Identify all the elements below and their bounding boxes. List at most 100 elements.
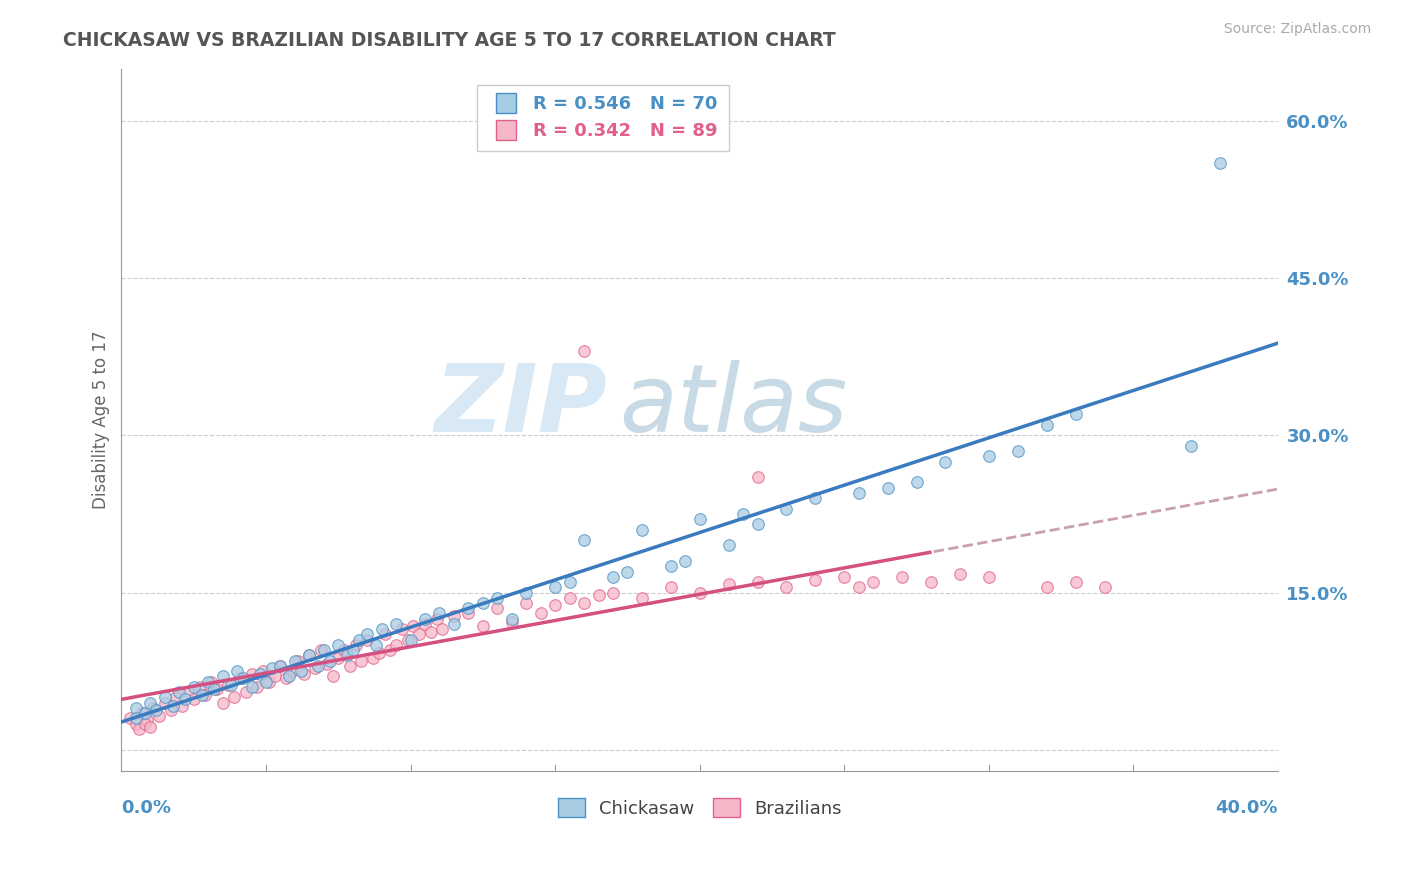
Point: [747, 470, 769, 484]
Point: [321, 669, 343, 683]
Point: [515, 585, 537, 599]
Point: [905, 475, 928, 490]
Point: [356, 627, 378, 641]
Point: [339, 659, 361, 673]
Point: [920, 575, 942, 590]
Point: [572, 596, 595, 610]
Point: [602, 585, 624, 599]
Point: [328, 638, 350, 652]
Y-axis label: Disability Age 5 to 17: Disability Age 5 to 17: [93, 330, 110, 508]
Text: 0.0%: 0.0%: [121, 799, 172, 817]
Point: [572, 344, 595, 359]
Point: [191, 688, 214, 702]
Point: [486, 591, 509, 605]
Point: [602, 570, 624, 584]
Point: [588, 588, 610, 602]
Point: [205, 681, 228, 696]
Point: [396, 632, 419, 647]
Point: [142, 701, 165, 715]
Point: [1180, 439, 1202, 453]
Point: [347, 632, 370, 647]
Point: [558, 591, 581, 605]
Point: [832, 570, 855, 584]
Point: [235, 685, 257, 699]
Point: [336, 648, 359, 663]
Point: [408, 627, 430, 641]
Point: [229, 672, 252, 686]
Point: [1209, 156, 1232, 170]
Point: [659, 559, 682, 574]
Point: [148, 709, 170, 723]
Point: [252, 664, 274, 678]
Point: [862, 575, 884, 590]
Point: [413, 612, 436, 626]
Point: [217, 678, 239, 692]
Point: [188, 680, 211, 694]
Point: [298, 648, 321, 663]
Point: [153, 696, 176, 710]
Point: [572, 533, 595, 548]
Point: [276, 672, 298, 686]
Point: [194, 688, 217, 702]
Point: [443, 608, 465, 623]
Point: [486, 601, 509, 615]
Point: [471, 619, 494, 633]
Point: [328, 650, 350, 665]
Point: [162, 698, 184, 713]
Point: [131, 706, 153, 720]
Point: [876, 481, 898, 495]
Point: [269, 659, 291, 673]
Legend: Chickasaw, Brazilians: Chickasaw, Brazilians: [551, 791, 849, 825]
Text: CHICKASAW VS BRAZILIAN DISABILITY AGE 5 TO 17 CORRELATION CHART: CHICKASAW VS BRAZILIAN DISABILITY AGE 5 …: [63, 31, 837, 50]
Point: [174, 692, 197, 706]
Point: [1035, 417, 1057, 432]
Point: [315, 657, 337, 671]
Point: [1094, 580, 1116, 594]
Point: [1035, 580, 1057, 594]
Point: [260, 661, 283, 675]
Point: [717, 538, 740, 552]
Point: [240, 680, 263, 694]
Point: [211, 696, 233, 710]
Point: [370, 622, 392, 636]
Point: [165, 690, 187, 705]
Point: [278, 669, 301, 683]
Point: [309, 643, 332, 657]
Point: [249, 667, 271, 681]
Point: [544, 580, 567, 594]
Point: [304, 661, 326, 675]
Point: [128, 722, 150, 736]
Point: [689, 585, 711, 599]
Point: [139, 720, 162, 734]
Point: [413, 617, 436, 632]
Point: [287, 654, 309, 668]
Point: [419, 625, 441, 640]
Point: [848, 580, 870, 594]
Point: [385, 638, 408, 652]
Point: [134, 706, 156, 720]
Point: [364, 638, 387, 652]
Text: atlas: atlas: [619, 360, 846, 451]
Point: [399, 632, 422, 647]
Point: [848, 486, 870, 500]
Point: [426, 612, 449, 626]
Point: [284, 654, 307, 668]
Point: [747, 517, 769, 532]
Point: [891, 570, 914, 584]
Point: [631, 523, 654, 537]
Point: [775, 501, 797, 516]
Point: [183, 680, 205, 694]
Point: [775, 580, 797, 594]
Point: [269, 659, 291, 673]
Point: [367, 646, 389, 660]
Point: [747, 575, 769, 590]
Point: [211, 669, 233, 683]
Point: [1007, 444, 1029, 458]
Point: [169, 685, 191, 699]
Point: [350, 654, 373, 668]
Text: ZIP: ZIP: [434, 359, 607, 451]
Point: [934, 454, 956, 468]
Point: [558, 575, 581, 590]
Point: [136, 714, 159, 728]
Point: [804, 573, 827, 587]
